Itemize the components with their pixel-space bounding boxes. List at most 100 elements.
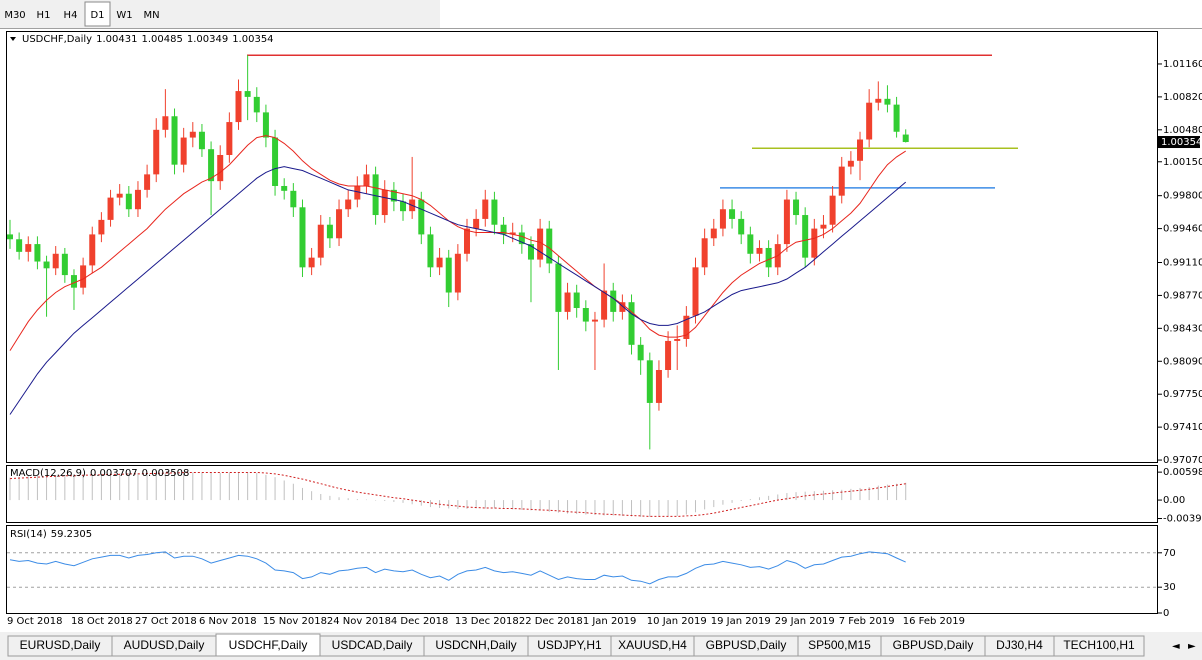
candle-body [171, 116, 178, 165]
candle-body [491, 199, 498, 225]
candle-body [390, 189, 397, 202]
candle-body [527, 244, 534, 260]
candle-body [244, 91, 251, 97]
candle-body [674, 339, 681, 341]
chart-tab[interactable]: USDJPY,H1 [527, 635, 612, 657]
y-tick-label: 0.98430 [1163, 323, 1202, 334]
chart-tab[interactable]: GBPUSD,Daily [880, 635, 986, 657]
candle-body [454, 253, 461, 293]
chart-tab[interactable]: USDCHF,Daily [215, 633, 321, 657]
timeframe-button[interactable]: W1 [112, 2, 137, 26]
candle-body [701, 238, 708, 268]
timeframe-button[interactable]: H4 [58, 2, 83, 26]
last-price-box [1158, 136, 1200, 149]
candle-body [345, 199, 352, 210]
chart-tab[interactable]: TECH100,H1 [1053, 635, 1145, 657]
candle-body [7, 234, 13, 240]
candle-body [601, 290, 608, 320]
ohlc-value: 1.00485 [141, 34, 182, 45]
candle-body [866, 102, 873, 140]
timeframe-button[interactable]: D1 [84, 1, 111, 27]
indicator-title: RSI(14) [10, 529, 47, 540]
candle-body [372, 174, 379, 216]
candle-body [683, 315, 690, 340]
candle-body [573, 292, 580, 309]
button-bg [84, 1, 111, 27]
tab-bg [1053, 635, 1145, 657]
candle-body [400, 201, 407, 212]
button-bg [58, 2, 83, 26]
chart-tab[interactable]: GBPUSD,Daily [693, 635, 799, 657]
candle-body [89, 234, 96, 266]
y-tick-label: 0.97750 [1163, 389, 1202, 400]
candle-body [70, 275, 77, 288]
candle-body [811, 228, 818, 258]
y-tick-label: 0.99800 [1163, 191, 1202, 202]
candle-body [290, 190, 297, 208]
candle-body [692, 267, 699, 316]
y-tick-label: 1.00820 [1163, 92, 1202, 103]
moving-average [9, 135, 906, 351]
timeframe-button[interactable]: M30 [1, 2, 29, 26]
x-tick-label: 9 Oct 2018 [7, 616, 62, 627]
x-tick-label: 29 Jan 2019 [775, 616, 835, 627]
candle-body [783, 199, 790, 245]
chart-tab[interactable]: USDCNH,Daily [423, 635, 529, 657]
candle-body [509, 232, 516, 235]
y-tick-label: 0.99110 [1163, 257, 1202, 268]
candle-body [80, 265, 87, 288]
candle-body [299, 207, 306, 268]
candle-body [98, 219, 105, 235]
tab-label: SP500,M15 [808, 638, 871, 652]
candle-body [427, 234, 434, 268]
x-tick-label: 24 Nov 2018 [327, 616, 391, 627]
candle-body [655, 369, 662, 403]
candle-body [317, 224, 324, 258]
chart-tab[interactable]: USDCAD,Daily [319, 635, 425, 657]
tab-label: AUDUSD,Daily [124, 638, 205, 652]
candle-body [628, 302, 635, 345]
indicator-header: MACD(12,26,9) 0.003707 0.003508 [10, 468, 189, 479]
timeframe-button[interactable]: H1 [31, 2, 56, 26]
indicator-title: MACD(12,26,9) [10, 468, 86, 479]
x-tick-label: 6 Nov 2018 [199, 616, 257, 627]
chart-tab[interactable]: DJ30,H4 [984, 635, 1055, 657]
indicator-value: 59.2305 [51, 529, 92, 540]
candle-body [582, 308, 589, 322]
candle-body [253, 96, 260, 113]
candle-body [802, 215, 809, 258]
candle-body [619, 302, 626, 312]
timeframe-label: W1 [116, 10, 132, 21]
scroll-right[interactable]: ► [1188, 641, 1196, 652]
candle-body [134, 189, 141, 210]
x-tick-label: 13 Dec 2018 [455, 616, 519, 627]
tab-label: EURUSD,Daily [20, 638, 101, 652]
chart-tab[interactable]: AUDUSD,Daily [111, 635, 217, 657]
y-tick-label: -0.003954 [1163, 514, 1202, 525]
timeframe-button[interactable]: MN [139, 2, 164, 26]
candle-body [829, 195, 836, 225]
chart-tab[interactable]: SP500,M15 [797, 635, 882, 657]
chart-tab[interactable]: EURUSD,Daily [7, 635, 113, 657]
candle-body [198, 131, 205, 150]
candle-body [153, 129, 160, 175]
chart-tab[interactable]: XAUUSD,H4 [610, 635, 695, 657]
y-tick-label: 1.01160 [1163, 59, 1202, 70]
candle-body [500, 224, 507, 235]
candle-body [418, 199, 425, 235]
candle-body [272, 137, 279, 186]
x-tick-label: 7 Feb 2019 [839, 616, 895, 627]
candle-body [107, 197, 114, 220]
candle-body [326, 224, 333, 239]
ohlc-value: 1.00431 [96, 34, 137, 45]
candle-body [738, 218, 745, 235]
candle-body [555, 263, 562, 312]
candle-body [546, 228, 553, 264]
candle-body [665, 340, 672, 370]
candle-body [482, 199, 489, 219]
scroll-left[interactable]: ◄ [1172, 641, 1180, 652]
candle-body [336, 209, 343, 239]
candle-body [189, 131, 196, 138]
